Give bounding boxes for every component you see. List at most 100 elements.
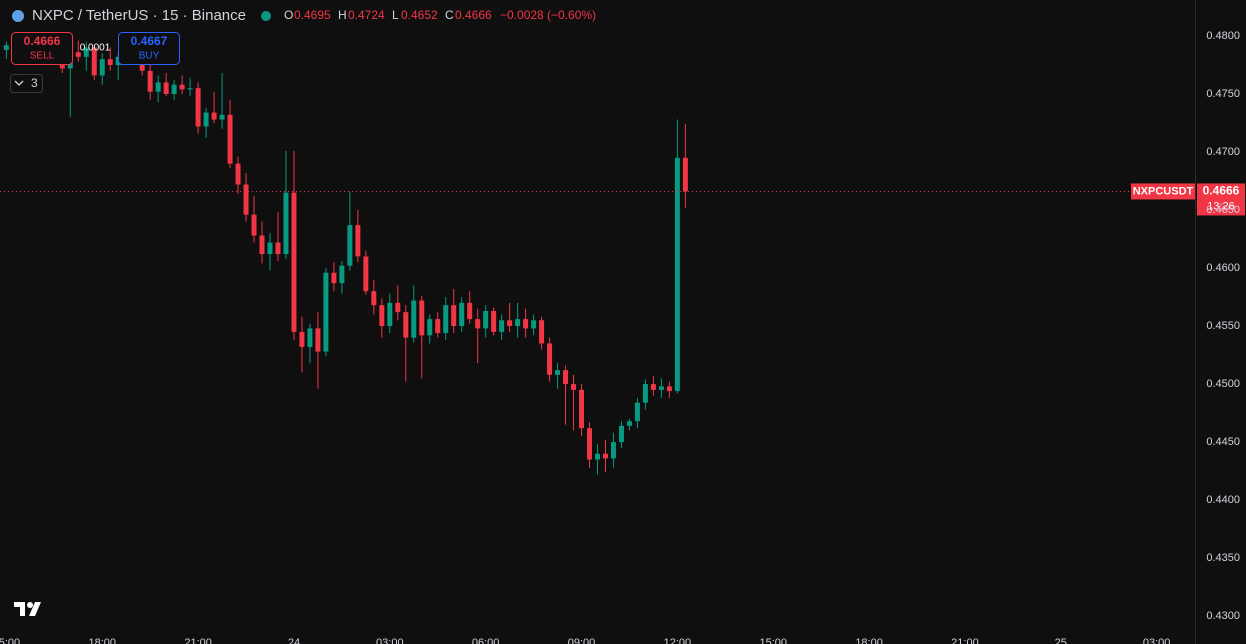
sell-button[interactable]: 0.4666 SELL	[11, 32, 73, 65]
candle-body	[595, 453, 600, 460]
x-tick-label: 25	[1055, 637, 1067, 644]
candle-body	[91, 47, 97, 76]
candle-body	[99, 59, 105, 76]
candle-body	[363, 256, 369, 292]
candle-body	[491, 310, 497, 332]
ohlc-label: H	[338, 8, 347, 22]
ohlc-label: C	[445, 8, 454, 22]
symbol-title: NXPC / TetherUS · 15 · Binance	[32, 7, 246, 24]
candle-body	[427, 319, 433, 336]
candle-body	[227, 114, 233, 164]
candle-body	[650, 384, 656, 390]
x-tick-label: 15:00	[0, 637, 20, 644]
candle-body	[275, 242, 281, 255]
candle-body	[163, 82, 169, 94]
candle-body	[259, 235, 265, 255]
candle-body	[267, 242, 273, 255]
candle-body	[483, 310, 489, 329]
x-tick-label: 21:00	[184, 637, 212, 644]
candle-body	[299, 331, 305, 347]
candle-body	[203, 112, 209, 127]
y-tick-label: 0.4550	[1206, 320, 1240, 332]
price-tag: NXPCUSDT 0.4666 13:26	[1131, 183, 1245, 216]
candle-body	[666, 386, 672, 392]
indicators-toggle[interactable]: 3	[10, 74, 43, 93]
candle-body	[467, 302, 473, 320]
buy-button[interactable]: 0.4667 BUY	[118, 32, 180, 65]
buy-label[interactable]: BUY	[139, 51, 160, 62]
sell-price[interactable]: 0.4666	[24, 34, 61, 48]
symbol-icon	[12, 10, 24, 22]
x-tick-label: 12:00	[664, 637, 692, 644]
x-tick-label: 06:00	[472, 637, 500, 644]
tag-price-box	[1197, 183, 1245, 216]
tag-symbol-box	[1131, 183, 1195, 200]
candle-body	[507, 320, 513, 327]
candle-body	[3, 45, 9, 50]
x-tick-label: 18:00	[88, 637, 116, 644]
candle-body	[515, 319, 521, 327]
sell-label[interactable]: SELL	[30, 51, 55, 62]
candle-body	[658, 386, 664, 390]
candle-body	[219, 114, 225, 120]
y-tick-label: 0.4300	[1206, 610, 1240, 622]
y-tick-label: 0.4600	[1206, 262, 1240, 274]
candle-body	[618, 425, 624, 443]
y-tick-label: 0.4700	[1206, 146, 1240, 158]
candle-body	[602, 453, 608, 459]
candle-body	[355, 225, 361, 257]
candle-body	[155, 82, 161, 92]
candle-body	[323, 272, 329, 352]
y-tick-label: 0.4400	[1206, 494, 1240, 506]
chevron-icon[interactable]	[14, 80, 24, 86]
candle-body	[331, 272, 337, 284]
candle-body	[475, 319, 481, 329]
candle-body	[75, 52, 81, 57]
candle-body	[283, 192, 289, 255]
y-tick-label: 0.4750	[1206, 88, 1240, 100]
candle-body	[626, 421, 632, 426]
candle-body	[634, 402, 640, 422]
buy-box[interactable]	[118, 32, 180, 65]
candle-body	[387, 302, 393, 327]
x-tick-label: 03:00	[376, 637, 404, 644]
ohlc-value: 0.4724	[348, 8, 385, 22]
candle-body	[523, 319, 529, 329]
y-tick-label: 0.4500	[1206, 378, 1240, 390]
candle-body	[579, 389, 585, 429]
sell-box[interactable]	[11, 32, 73, 65]
logo-part	[27, 602, 33, 608]
candle-body	[211, 112, 217, 120]
buy-price[interactable]: 0.4667	[131, 34, 168, 48]
candle-body	[347, 225, 353, 266]
ohlc-value: 0.4666	[455, 8, 492, 22]
candle-body	[499, 320, 505, 332]
ohlc-label: O	[284, 8, 293, 22]
candle-body	[682, 157, 688, 192]
candle-body	[459, 302, 465, 327]
indicators-box[interactable]	[10, 74, 43, 93]
candle-body	[411, 300, 417, 338]
candle-body	[379, 305, 385, 327]
x-tick-label: 21:00	[951, 637, 979, 644]
candle-body	[147, 70, 153, 92]
x-tick-label: 03:00	[1143, 637, 1171, 644]
candle-body	[339, 265, 345, 284]
candle-body	[315, 328, 321, 352]
ohlc-label: L	[392, 8, 399, 22]
candle-body	[435, 319, 441, 334]
x-tick-label: 18:00	[855, 637, 883, 644]
candle-body	[571, 384, 577, 390]
x-tick-label: 09:00	[568, 637, 596, 644]
indicators-count[interactable]: 3	[31, 76, 38, 90]
y-tick-label: 0.4800	[1206, 30, 1240, 42]
x-tick-label: 24	[288, 637, 300, 644]
candle-body	[187, 88, 193, 90]
candle-body	[451, 305, 457, 327]
candle-body	[443, 305, 449, 334]
y-tick-label: 0.4350	[1206, 552, 1240, 564]
candle-body	[171, 84, 177, 94]
candle-body	[642, 384, 648, 403]
